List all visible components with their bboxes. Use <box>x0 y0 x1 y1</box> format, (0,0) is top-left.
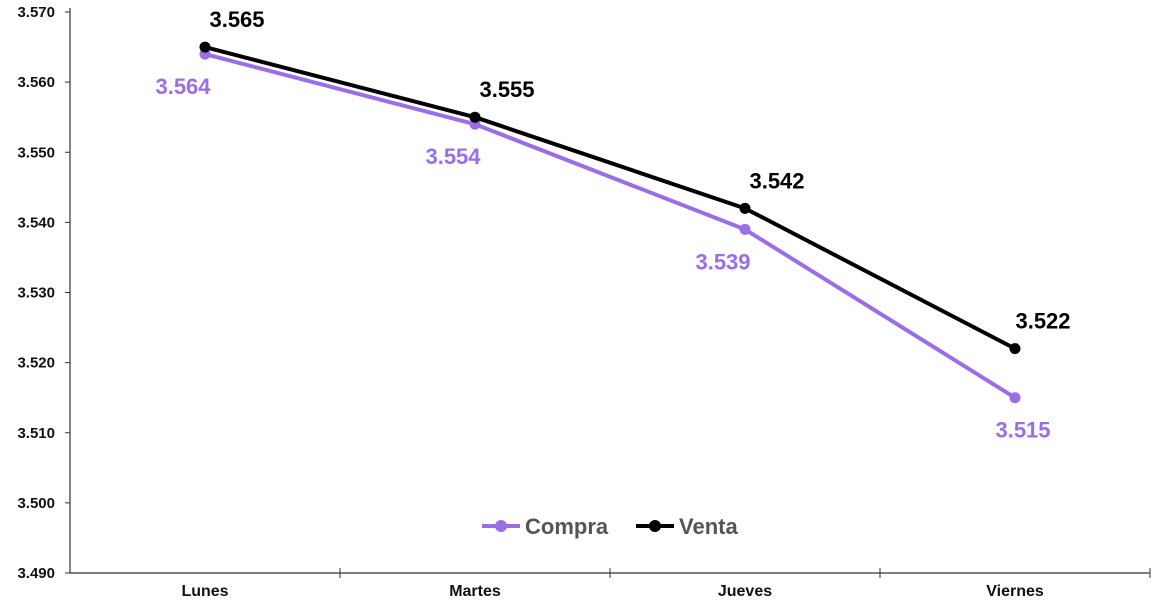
y-tick-label: 3.500 <box>17 495 55 512</box>
data-label-compra: 3.539 <box>695 249 750 274</box>
axes: 3.490 3.500 3.510 3.520 3.530 3.540 3.550 3.560… <box>17 4 1151 600</box>
data-point-compra <box>739 223 751 235</box>
data-point-venta <box>739 202 751 214</box>
legend-marker-venta <box>649 520 661 532</box>
data-label-venta: 3.555 <box>479 77 534 102</box>
data-point-venta <box>1009 343 1021 355</box>
series-line-compra <box>204 52 1017 400</box>
series-layer <box>199 41 1021 404</box>
x-tick-label: Lunes <box>181 583 228 600</box>
y-tick-label: 3.490 <box>17 565 55 582</box>
x-tick-label: Viernes <box>986 583 1044 600</box>
y-tick-label: 3.550 <box>17 144 55 161</box>
legend-label-compra: Compra <box>525 514 609 539</box>
y-tick-label: 3.570 <box>17 4 55 21</box>
y-tick-label: 3.530 <box>17 285 55 302</box>
x-tick-label: Jueves <box>718 583 772 600</box>
data-point-compra <box>1009 392 1021 404</box>
data-labels: 3.564 3.554 3.539 3.515 3.565 3.555 3.542 3.522 <box>155 7 1070 443</box>
data-label-compra: 3.564 <box>155 74 211 99</box>
series-line-venta <box>204 45 1016 351</box>
y-tick-label: 3.540 <box>17 214 55 231</box>
legend-marker-compra <box>495 520 507 532</box>
y-tick-label: 3.560 <box>17 74 55 91</box>
y-tick-label: 3.520 <box>17 355 55 372</box>
data-label-compra: 3.554 <box>425 144 481 169</box>
legend-label-venta: Venta <box>679 514 738 539</box>
y-tick-label: 3.510 <box>17 425 55 442</box>
x-tick-label: Martes <box>449 583 501 600</box>
data-label-venta: 3.542 <box>749 168 804 193</box>
data-label-venta: 3.565 <box>209 7 264 32</box>
legend: Compra Venta <box>482 514 738 539</box>
data-point-venta <box>469 111 481 123</box>
data-label-venta: 3.522 <box>1015 309 1070 334</box>
data-label-compra: 3.515 <box>995 418 1050 443</box>
data-point-venta <box>199 41 211 53</box>
